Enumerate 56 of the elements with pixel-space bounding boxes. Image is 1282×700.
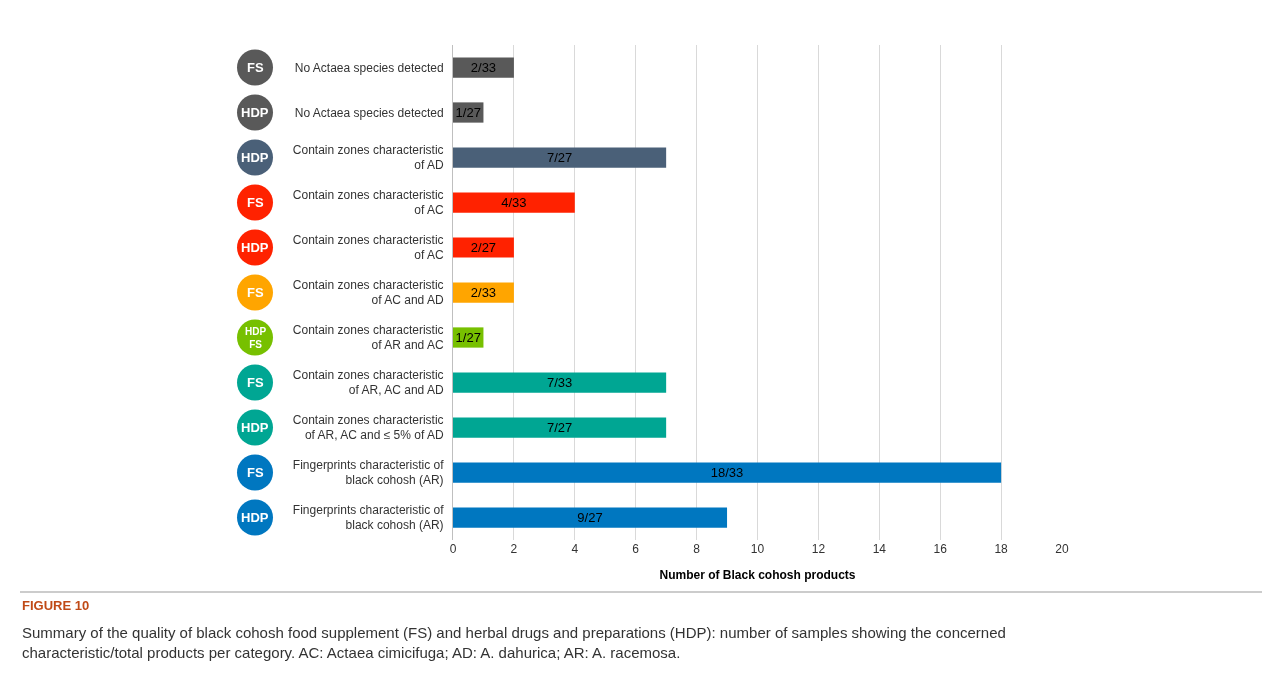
y-tick-label: Contain zones characteristic of AC and AD bbox=[292, 277, 444, 308]
data-label: 18/33 bbox=[710, 465, 744, 481]
y2-tick-label: HDP FS bbox=[245, 326, 267, 350]
data-label: 4/33 bbox=[501, 195, 527, 211]
caption: FIGURE 10 bbox=[22, 598, 90, 613]
data-label: 1/27 bbox=[455, 330, 481, 346]
data-label: 2/27 bbox=[470, 240, 497, 255]
x-tick-label: 18 bbox=[994, 542, 1009, 556]
x-tick-label: 2 bbox=[510, 542, 518, 556]
x-tick-label: 4 bbox=[571, 542, 579, 556]
bar bbox=[453, 417, 667, 438]
x-tick-label: 14 bbox=[872, 542, 887, 556]
x-tick-label: 0 bbox=[449, 542, 457, 556]
x-tick-label: 10 bbox=[750, 542, 765, 556]
y-tick-label: Contain zones characteristic of AR and AC bbox=[292, 322, 444, 353]
bar bbox=[453, 147, 667, 168]
x-tick-label: 8 bbox=[693, 542, 701, 556]
y-tick-label: Contain zones characteristic of AR, AC and ≤ 5% of AD bbox=[292, 412, 444, 443]
y2-tick-label: HDP bbox=[241, 105, 269, 120]
y-tick-label: Fingerprints characteristic of black cohosh (AR) bbox=[292, 457, 445, 488]
bar bbox=[453, 282, 514, 303]
x-tick-label: 12 bbox=[811, 542, 826, 556]
bar bbox=[453, 192, 575, 213]
x-axis-title: Number of Black cohosh products bbox=[659, 567, 856, 582]
y2-tick-label: FS bbox=[247, 465, 264, 480]
y2-tick-label: FS bbox=[247, 60, 264, 75]
y-tick-label: Fingerprints characteristic of black cohosh (AR) bbox=[292, 502, 445, 533]
y2-tick-label: FS bbox=[247, 375, 264, 390]
data-label: 7/33 bbox=[546, 375, 573, 391]
y-tick-label: Contain zones characteristic of AR, AC and AD bbox=[292, 367, 444, 398]
y2-tick-label: FS bbox=[247, 195, 264, 210]
y-tick-label: Contain zones characteristic of AC bbox=[292, 232, 444, 263]
data-label: 9/27 bbox=[577, 510, 603, 526]
y-tick-label: Contain zones characteristic of AC bbox=[292, 187, 444, 218]
data-label: 2/33 bbox=[470, 60, 497, 75]
y2-tick-label: HDP bbox=[241, 240, 269, 255]
y-tick-label: No Actaea species detected bbox=[294, 60, 444, 75]
data-label: 1/27 bbox=[455, 105, 481, 120]
y2-tick-label: HDP bbox=[241, 150, 269, 165]
y-tick-label: Contain zones characteristic of AD bbox=[292, 142, 444, 173]
x-tick-label: 20 bbox=[1055, 542, 1069, 556]
bar bbox=[453, 462, 1002, 483]
bar bbox=[453, 372, 667, 393]
y2-tick-label: HDP bbox=[241, 420, 269, 435]
x-tick-label: 6 bbox=[632, 542, 640, 556]
bar bbox=[453, 57, 514, 78]
bar bbox=[453, 507, 728, 528]
text: Summary of the quality of black cohosh food supplement (FS) and herbal drugs and preparations (HDP): number of samples showing the concerned characteristic/total products per category. AC: Actaea cimicifuga; AD: A. dahurica; AR: A. racemosa. bbox=[22, 624, 1006, 661]
data-label: 7/27 bbox=[546, 420, 573, 436]
data-label: 2/33 bbox=[470, 285, 497, 301]
y2-tick-label: FS bbox=[247, 285, 264, 300]
x-tick-label: 16 bbox=[933, 542, 948, 556]
y2-tick-label: HDP bbox=[241, 510, 269, 525]
y-tick-label: No Actaea species detected bbox=[294, 105, 444, 120]
bar bbox=[453, 237, 514, 258]
data-label: 7/27 bbox=[546, 150, 573, 166]
